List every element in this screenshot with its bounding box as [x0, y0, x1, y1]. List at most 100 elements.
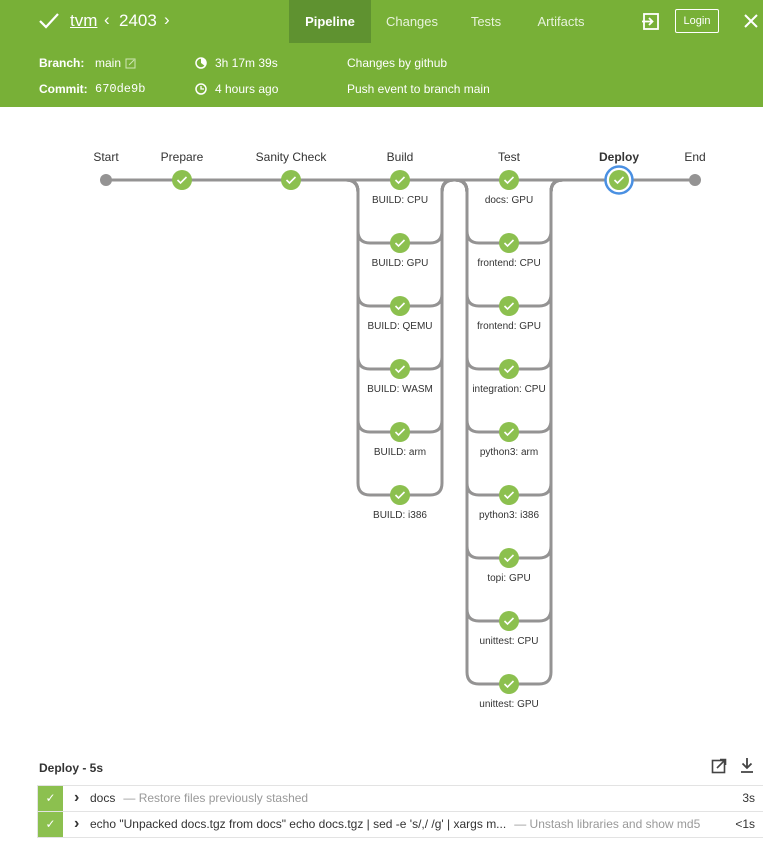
node-check	[613, 176, 625, 185]
branch-label: unittest: GPU	[479, 699, 538, 710]
close-icon[interactable]	[743, 13, 759, 29]
node-check	[394, 365, 406, 374]
stage-label: End	[684, 150, 705, 164]
node	[390, 170, 410, 190]
node-check	[503, 491, 515, 500]
tab[interactable]: Tests	[470, 14, 502, 29]
node	[499, 233, 519, 253]
commit-label: Commit:	[39, 82, 88, 96]
branch-label: BUILD: CPU	[372, 195, 428, 206]
stage-label: Deploy	[599, 150, 639, 164]
branch: main	[95, 56, 122, 70]
step-status: ✓	[38, 812, 63, 837]
node	[499, 485, 519, 505]
time: 4 hours ago	[215, 82, 279, 96]
step-row[interactable]: ✓ › echo "Unpacked docs.tgz from docs" ech…	[37, 811, 763, 838]
signin-icon[interactable]	[641, 12, 661, 32]
branch-connector	[345, 178, 455, 371]
stage-label: Sanity Check	[256, 150, 328, 164]
stage-label: Test	[498, 150, 521, 164]
branch-label: BUILD: arm	[374, 447, 426, 458]
step-name: docs	[90, 791, 116, 805]
node	[390, 485, 410, 505]
open-icon[interactable]	[711, 758, 727, 774]
node	[281, 170, 301, 190]
branch-label: frontend: GPU	[477, 321, 541, 332]
expand-icon: ›	[74, 789, 80, 806]
step-name: echo "Unpacked docs.tgz from docs" echo …	[90, 817, 507, 831]
external-icon[interactable]	[125, 58, 136, 69]
step-row[interactable]: ✓ › docs — Restore files previously stashed…	[37, 785, 763, 812]
branch-label: docs: GPU	[485, 195, 533, 206]
node-check	[503, 554, 515, 563]
pipeline-graph: Start Prepare Sanity Check Build BUILD: CPU B…	[93, 150, 705, 710]
changes: Changes by github	[347, 56, 448, 70]
job-link[interactable]: tvm	[70, 11, 98, 30]
prev-run[interactable]: ‹	[104, 10, 110, 29]
step-status: ✓	[38, 786, 63, 811]
node-check	[394, 491, 406, 500]
step-description: — Unstash libraries and show md5	[514, 817, 701, 831]
node-check	[503, 239, 515, 248]
node-check	[503, 428, 515, 437]
node	[499, 359, 519, 379]
node-check	[394, 428, 406, 437]
terminal-node	[100, 174, 112, 186]
node-check	[285, 176, 297, 185]
branch-label: python3: i386	[479, 510, 539, 521]
branch-label: unittest: CPU	[480, 636, 539, 647]
terminal-node	[689, 174, 701, 186]
node	[609, 170, 629, 190]
run-number: 2403	[119, 11, 157, 30]
node	[499, 422, 519, 442]
node	[390, 359, 410, 379]
tab[interactable]: Changes	[385, 14, 439, 29]
node	[499, 674, 519, 694]
login-button[interactable]: Login	[675, 9, 719, 33]
branch-label: BUILD: WASM	[367, 384, 433, 395]
node-check	[176, 176, 188, 185]
stage-label: Build	[387, 150, 414, 164]
branch-label: BUILD: QEMU	[367, 321, 432, 332]
node-check	[394, 176, 406, 185]
tab[interactable]: Pipeline	[289, 0, 371, 43]
node	[499, 611, 519, 631]
duration: 3h 17m 39s	[215, 56, 278, 70]
node	[499, 296, 519, 316]
step-duration: 3s	[742, 791, 755, 805]
node-check	[503, 680, 515, 689]
node-check	[503, 176, 515, 185]
step-duration: <1s	[735, 817, 755, 831]
node	[499, 548, 519, 568]
summary: Branch: main Commit: 670de9b 3h 17m 39s …	[0, 43, 763, 107]
node-check	[503, 617, 515, 626]
status-icon	[39, 13, 59, 29]
branch-label: integration: CPU	[472, 384, 545, 395]
time-icon	[195, 83, 207, 95]
expand-icon: ›	[74, 815, 80, 832]
node	[390, 296, 410, 316]
branch-label: frontend: CPU	[477, 258, 540, 269]
node	[390, 422, 410, 442]
tab[interactable]: Artifacts	[537, 14, 585, 29]
node	[499, 170, 519, 190]
branch-label: BUILD: i386	[373, 510, 427, 521]
branch-label: BUILD: GPU	[372, 258, 429, 269]
top-bar: tvm ‹ 2403 › Pipeline Changes Tests Arti…	[0, 0, 763, 43]
node-check	[394, 302, 406, 311]
branch-label: python3: arm	[480, 447, 538, 458]
stage-label: Start	[93, 150, 119, 164]
node	[172, 170, 192, 190]
download-icon[interactable]	[739, 757, 755, 774]
next-run[interactable]: ›	[164, 10, 170, 29]
branch-connector	[454, 178, 564, 371]
steps-title: Deploy - 5s	[39, 761, 104, 775]
cause: Push event to branch main	[347, 82, 490, 96]
branch-label: topi: GPU	[487, 573, 530, 584]
node-check	[394, 239, 406, 248]
branch-label: Branch:	[39, 56, 85, 70]
node-check	[503, 302, 515, 311]
step-description: — Restore files previously stashed	[123, 791, 309, 805]
node	[390, 233, 410, 253]
